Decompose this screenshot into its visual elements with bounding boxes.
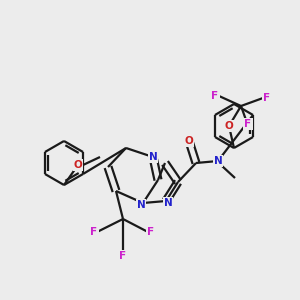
Text: O: O bbox=[184, 136, 194, 146]
Text: N: N bbox=[214, 156, 222, 166]
Text: F: F bbox=[263, 93, 271, 103]
Text: F: F bbox=[147, 227, 155, 237]
Text: N: N bbox=[164, 198, 172, 208]
Text: O: O bbox=[225, 121, 233, 131]
Text: N: N bbox=[148, 152, 158, 162]
Text: F: F bbox=[212, 91, 219, 101]
Text: F: F bbox=[90, 227, 98, 237]
Text: N: N bbox=[136, 200, 146, 210]
Text: O: O bbox=[74, 160, 82, 170]
Text: F: F bbox=[119, 251, 127, 261]
Text: F: F bbox=[244, 119, 252, 129]
